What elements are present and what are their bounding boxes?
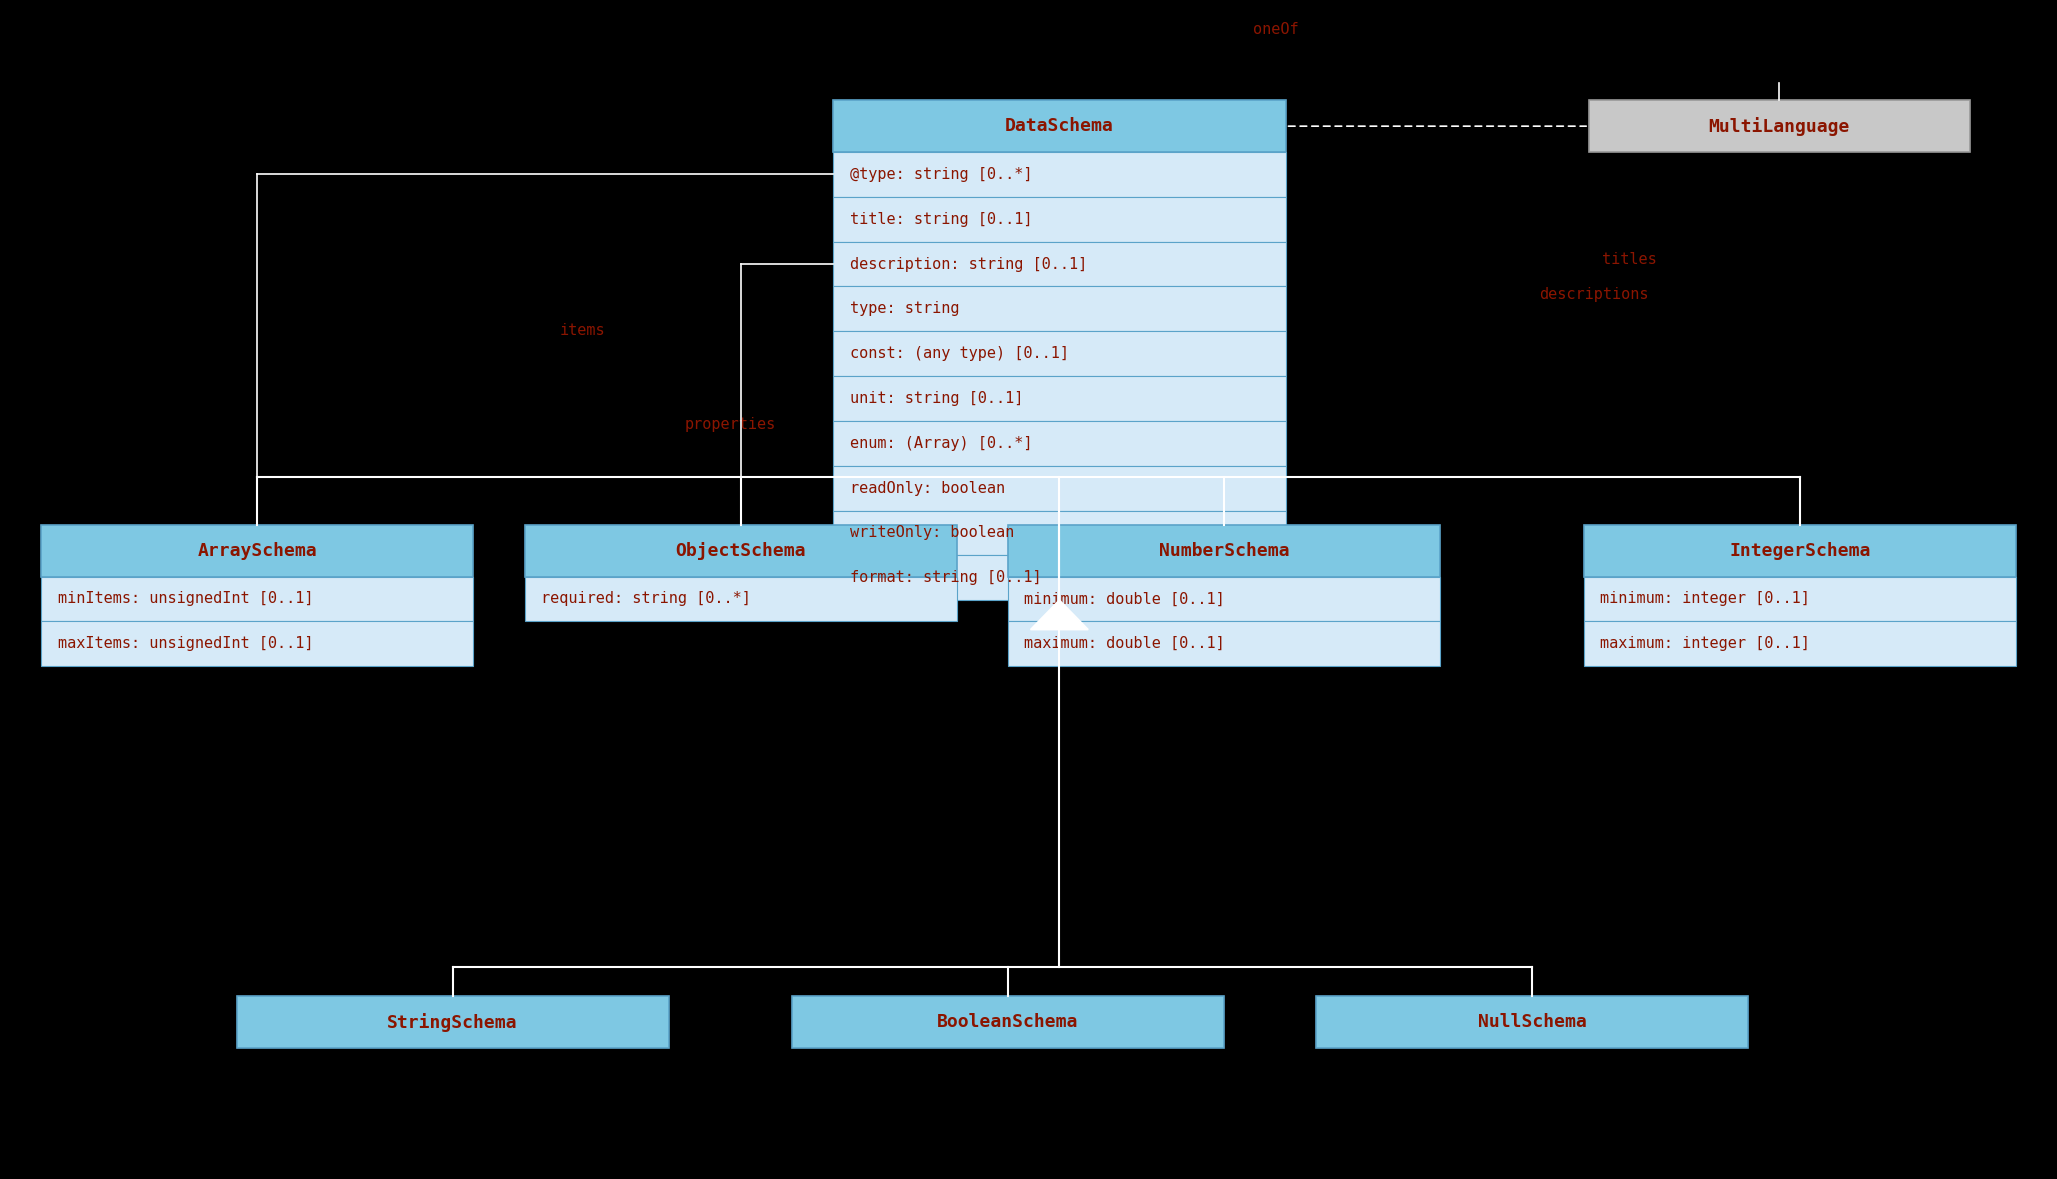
- Text: readOnly: boolean: readOnly: boolean: [850, 481, 1004, 495]
- Text: ObjectSchema: ObjectSchema: [675, 541, 806, 560]
- Text: IntegerSchema: IntegerSchema: [1730, 541, 1870, 560]
- Bar: [41, 621, 473, 666]
- Bar: [525, 525, 957, 577]
- Bar: [833, 152, 1286, 197]
- Bar: [833, 466, 1286, 511]
- Text: title: string [0..1]: title: string [0..1]: [850, 212, 1033, 226]
- Text: enum: (Array) [0..*]: enum: (Array) [0..*]: [850, 436, 1033, 450]
- Bar: [1008, 621, 1440, 666]
- Bar: [833, 197, 1286, 242]
- Text: items: items: [560, 323, 605, 337]
- Bar: [41, 577, 473, 621]
- Text: maximum: integer [0..1]: maximum: integer [0..1]: [1600, 637, 1810, 651]
- Bar: [792, 996, 1224, 1048]
- Text: type: string: type: string: [850, 302, 959, 316]
- Bar: [833, 331, 1286, 376]
- Text: descriptions: descriptions: [1539, 288, 1650, 302]
- Bar: [525, 577, 957, 621]
- Text: format: string [0..1]: format: string [0..1]: [850, 571, 1041, 585]
- Text: unit: string [0..1]: unit: string [0..1]: [850, 391, 1022, 406]
- Text: @type: string [0..*]: @type: string [0..*]: [850, 167, 1033, 182]
- Text: maxItems: unsignedInt [0..1]: maxItems: unsignedInt [0..1]: [58, 637, 313, 651]
- Text: minimum: integer [0..1]: minimum: integer [0..1]: [1600, 592, 1810, 606]
- Text: BooleanSchema: BooleanSchema: [938, 1013, 1078, 1032]
- Polygon shape: [1031, 600, 1088, 630]
- Text: DataSchema: DataSchema: [1006, 117, 1113, 136]
- Bar: [833, 242, 1286, 286]
- Bar: [833, 376, 1286, 421]
- Bar: [41, 525, 473, 577]
- Text: NullSchema: NullSchema: [1479, 1013, 1586, 1032]
- Text: NumberSchema: NumberSchema: [1158, 541, 1290, 560]
- Text: ArraySchema: ArraySchema: [197, 541, 317, 560]
- Bar: [1008, 525, 1440, 577]
- Bar: [833, 100, 1286, 152]
- Bar: [833, 555, 1286, 600]
- Text: const: (any type) [0..1]: const: (any type) [0..1]: [850, 347, 1068, 361]
- Bar: [1584, 525, 2016, 577]
- Bar: [1008, 577, 1440, 621]
- Bar: [1316, 996, 1748, 1048]
- Bar: [1584, 577, 2016, 621]
- Bar: [833, 511, 1286, 555]
- Text: description: string [0..1]: description: string [0..1]: [850, 257, 1086, 271]
- Bar: [237, 996, 669, 1048]
- Text: maximum: double [0..1]: maximum: double [0..1]: [1024, 637, 1226, 651]
- Bar: [833, 421, 1286, 466]
- Bar: [1588, 100, 1971, 152]
- Text: required: string [0..*]: required: string [0..*]: [541, 592, 751, 606]
- Text: titles: titles: [1602, 252, 1656, 266]
- Bar: [833, 286, 1286, 331]
- Text: minimum: double [0..1]: minimum: double [0..1]: [1024, 592, 1226, 606]
- Text: properties: properties: [685, 417, 775, 432]
- Text: MultiLanguage: MultiLanguage: [1709, 117, 1849, 136]
- Text: StringSchema: StringSchema: [387, 1013, 518, 1032]
- Text: writeOnly: boolean: writeOnly: boolean: [850, 526, 1014, 540]
- Text: oneOf: oneOf: [1253, 22, 1298, 37]
- Text: minItems: unsignedInt [0..1]: minItems: unsignedInt [0..1]: [58, 592, 313, 606]
- Bar: [1584, 621, 2016, 666]
